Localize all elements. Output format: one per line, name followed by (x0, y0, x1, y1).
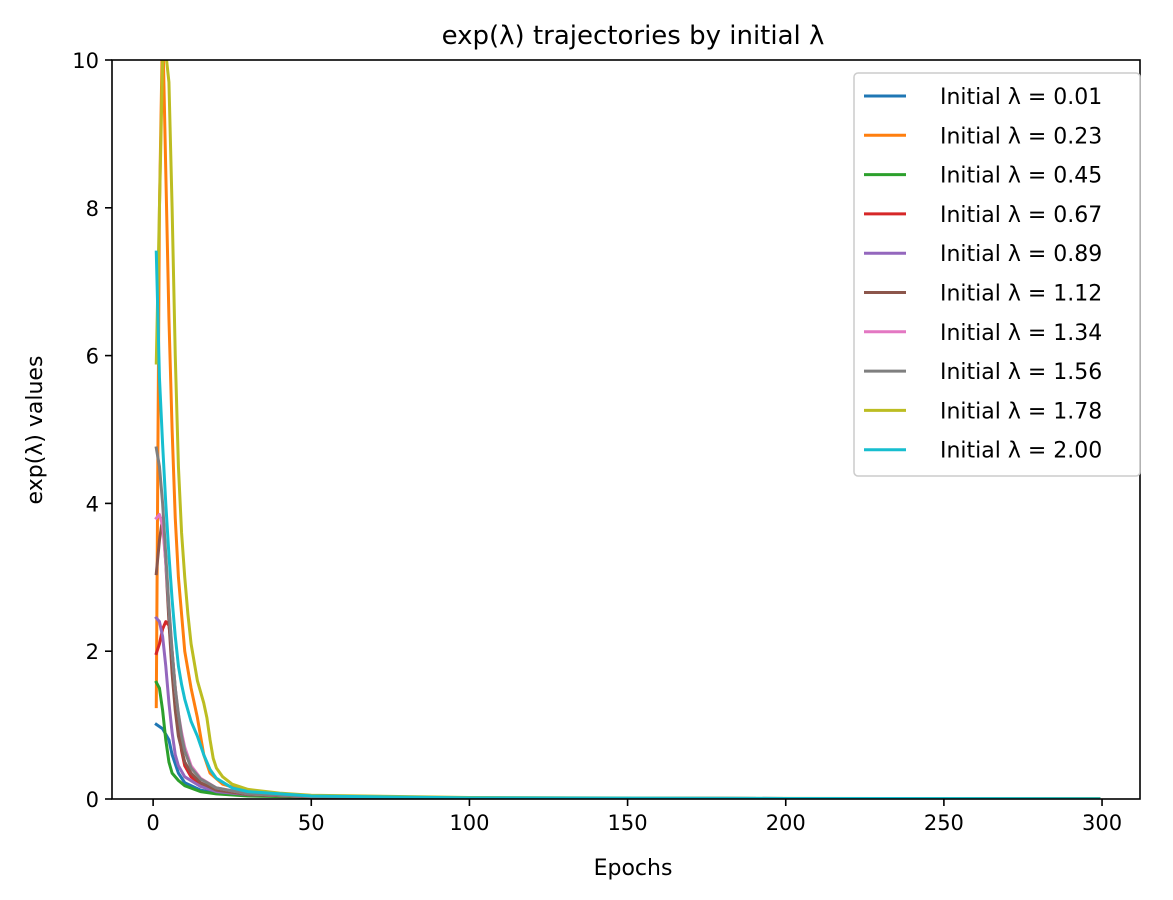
y-tick-label: 4 (86, 492, 99, 516)
legend-label: Initial λ = 0.01 (940, 85, 1102, 110)
series-line-10 (154, 250, 1101, 799)
series-line-6 (154, 516, 1101, 799)
legend-label: Initial λ = 0.67 (940, 203, 1102, 228)
axes-group: 0 50 100 150 200 250 300 0 2 4 6 8 10 (72, 49, 1141, 835)
legend-item: Initial λ = 0.23 (864, 124, 1102, 149)
legend-item: Initial λ = 1.34 (864, 321, 1102, 346)
y-tick-label: 2 (86, 640, 99, 664)
legend-label: Initial λ = 0.45 (940, 164, 1102, 189)
legend-label: Initial λ = 2.00 (940, 439, 1102, 464)
legend-label: Initial λ = 0.23 (940, 124, 1102, 149)
x-tick-label: 150 (608, 811, 648, 835)
series-group (154, 60, 1101, 799)
legend-box (853, 72, 1141, 477)
chart-title: exp(λ) trajectories by initial λ (442, 21, 825, 51)
x-tick-label: 0 (146, 811, 159, 835)
legend-label: Initial λ = 1.78 (940, 399, 1102, 424)
y-tick-label: 10 (72, 49, 99, 73)
series-line-4 (154, 620, 1101, 799)
series-line-8 (154, 446, 1101, 799)
x-tick-label: 300 (1082, 811, 1122, 835)
legend-item: Initial λ = 1.56 (864, 360, 1102, 385)
legend-item: Initial λ = 0.67 (864, 203, 1102, 228)
legend-item: Initial λ = 0.89 (864, 242, 1102, 267)
legend-label: Initial λ = 1.34 (940, 321, 1102, 346)
x-axis-label: Epochs (594, 856, 673, 881)
y-tick-label: 6 (86, 345, 99, 369)
legend-item: Initial λ = 1.12 (864, 282, 1102, 307)
legend-label: Initial λ = 0.89 (940, 242, 1102, 267)
y-tick-label: 0 (86, 788, 99, 812)
legend-item: Initial λ = 2.00 (864, 439, 1102, 464)
x-tick-label: 100 (449, 811, 489, 835)
y-tick-label: 8 (86, 197, 99, 221)
series-line-1 (154, 722, 1101, 799)
series-line-3 (154, 680, 1101, 799)
x-tick-label: 200 (766, 811, 806, 835)
legend-label: Initial λ = 1.56 (940, 360, 1102, 385)
y-axis-label: exp(λ) values (23, 356, 48, 505)
series-line-5 (154, 615, 1101, 799)
series-line-7 (154, 512, 1101, 799)
x-tick-label: 50 (298, 811, 325, 835)
x-tick-label: 250 (924, 811, 964, 835)
legend: Initial λ = 0.01 Initial λ = 0.23 Initial … (853, 72, 1141, 477)
legend-label: Initial λ = 1.12 (940, 282, 1102, 307)
legend-item: Initial λ = 0.45 (864, 164, 1102, 189)
legend-item: Initial λ = 1.78 (864, 399, 1102, 424)
legend-item: Initial λ = 0.01 (864, 85, 1102, 110)
